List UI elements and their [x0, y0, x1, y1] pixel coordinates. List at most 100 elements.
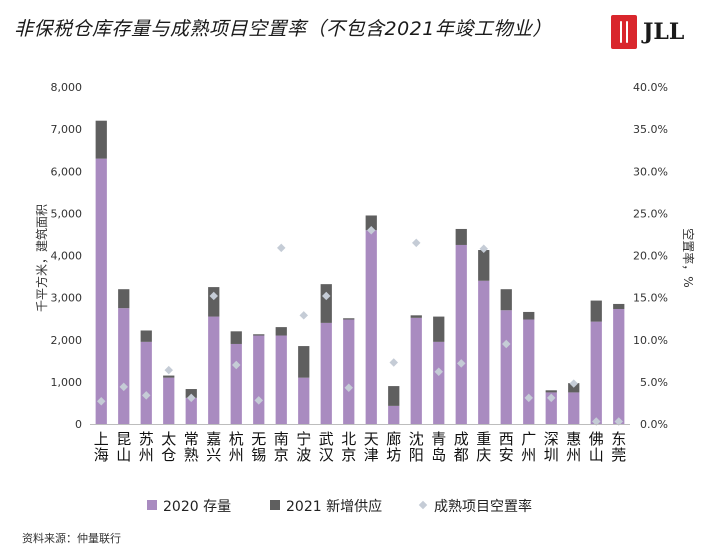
bar-2020-stock	[185, 397, 197, 424]
vacancy-point	[434, 367, 443, 377]
y2-tick-label: 5.0%	[640, 376, 668, 389]
vacancy-point	[614, 417, 623, 426]
bar-2021-new-supply	[298, 346, 310, 378]
bar-2021-new-supply	[253, 334, 265, 336]
category-label: 州	[139, 446, 154, 464]
category-label: 兴	[206, 446, 221, 464]
y-tick-label: 0	[75, 418, 82, 431]
category-label: 常	[184, 430, 199, 448]
category-label: 州	[521, 446, 536, 464]
bar-2021-new-supply	[208, 287, 220, 317]
category-label: 苏	[139, 430, 154, 448]
category-label: 庆	[476, 446, 491, 464]
bar-2020-stock	[455, 244, 467, 424]
category-label: 杭	[229, 430, 244, 448]
category-label: 宁	[296, 430, 311, 448]
legend-swatch	[270, 500, 280, 510]
category-label: 太	[161, 430, 176, 448]
bar-2020-stock	[545, 392, 557, 424]
bar-2021-new-supply	[365, 215, 377, 231]
bar-2020-stock	[208, 316, 220, 424]
category-label: 海	[94, 446, 109, 464]
y2-axis-ticks: 0.0% 5.0% 10.0% 15.0% 20.0% 25.0% 30.0% 35.0% 40…	[633, 81, 668, 431]
bar-2021-new-supply	[275, 327, 287, 336]
y2-tick-label: 30.0%	[633, 165, 668, 178]
bar-2020-stock	[320, 322, 332, 424]
bar-2020-stock	[590, 321, 602, 424]
y2-tick-label: 0.0%	[640, 418, 668, 431]
bar-2020-stock	[275, 335, 287, 424]
y2-tick-label: 40.0%	[633, 81, 668, 94]
bar-2020-stock	[500, 310, 512, 424]
category-label: 西	[499, 430, 514, 448]
bar-2021-new-supply	[590, 300, 602, 322]
y-tick-label: 7,000	[51, 123, 83, 136]
category-label: 广	[521, 430, 536, 448]
y-axis-ticks: 0 1,000 2,000 3,000 4,000 5,000 6,000 7,000 8,00…	[51, 81, 83, 431]
category-label: 东	[611, 430, 626, 448]
bar-2021-new-supply	[140, 330, 152, 342]
category-label: 北	[341, 430, 356, 448]
vacancy-point	[412, 238, 421, 248]
vacancy-point	[502, 339, 511, 349]
vacancy-point	[524, 393, 533, 403]
category-label: 汉	[319, 446, 334, 464]
category-label: 京	[274, 446, 289, 464]
legend-swatch	[418, 500, 428, 510]
bar-2020-stock	[613, 308, 625, 424]
vacancy-points-layer	[97, 225, 623, 426]
category-label: 惠	[566, 430, 581, 448]
bar-2021-new-supply	[118, 289, 130, 309]
bar-2021-new-supply	[613, 303, 625, 309]
bar-2021-new-supply	[388, 386, 400, 406]
vacancy-point	[277, 243, 286, 253]
category-label: 州	[566, 446, 581, 464]
bar-2020-stock	[568, 392, 580, 424]
category-label: 沈	[409, 430, 424, 448]
vacancy-point	[142, 391, 151, 400]
bar-2021-new-supply	[500, 289, 512, 311]
bar-2021-new-supply	[523, 311, 535, 320]
category-label: 熟	[184, 446, 199, 464]
bar-2020-stock	[343, 319, 355, 424]
y-tick-label: 8,000	[51, 81, 83, 94]
vacancy-point	[367, 225, 376, 235]
category-label: 廊	[386, 430, 401, 448]
category-label: 成	[454, 430, 469, 448]
y2-tick-label: 35.0%	[633, 123, 668, 136]
category-labels: 上海昆山苏州太仓常熟嘉兴杭州无锡南京宁波武汉北京天津廊坊沈阳青岛成都重庆西安广州…	[94, 430, 627, 464]
y2-tick-label: 25.0%	[633, 207, 668, 220]
category-label: 重	[476, 430, 491, 448]
category-label: 嘉	[206, 430, 221, 448]
category-label: 都	[454, 446, 469, 464]
bar-2020-stock	[410, 317, 422, 424]
category-label: 无	[251, 430, 266, 448]
vacancy-point	[209, 291, 218, 301]
vacancy-point	[164, 365, 173, 375]
category-label: 州	[229, 446, 244, 464]
category-label: 深	[544, 430, 559, 448]
bar-2021-new-supply	[455, 228, 467, 245]
category-label: 安	[499, 446, 514, 464]
bar-2021-new-supply	[343, 318, 355, 320]
vacancy-point	[299, 311, 308, 320]
bar-2020-stock	[118, 308, 130, 424]
bar-2021-new-supply	[433, 316, 445, 342]
y2-axis-label: 空置率，%	[681, 228, 696, 287]
category-label: 青	[431, 430, 446, 448]
y-tick-label: 3,000	[51, 292, 83, 305]
vacancy-point	[344, 383, 353, 393]
legend-swatch	[147, 500, 157, 510]
vacancy-point	[547, 393, 556, 403]
source-note: 资料来源：仲量联行	[22, 532, 121, 545]
y-tick-label: 6,000	[51, 165, 83, 178]
category-label: 阳	[409, 446, 424, 464]
vacancy-point	[97, 397, 106, 406]
bar-2021-new-supply	[230, 331, 242, 344]
category-label: 津	[364, 446, 379, 464]
category-label: 波	[296, 446, 311, 464]
category-label: 山	[589, 446, 604, 464]
bar-2020-stock	[298, 377, 310, 424]
category-label: 圳	[544, 446, 559, 464]
bar-2021-new-supply	[478, 250, 490, 281]
